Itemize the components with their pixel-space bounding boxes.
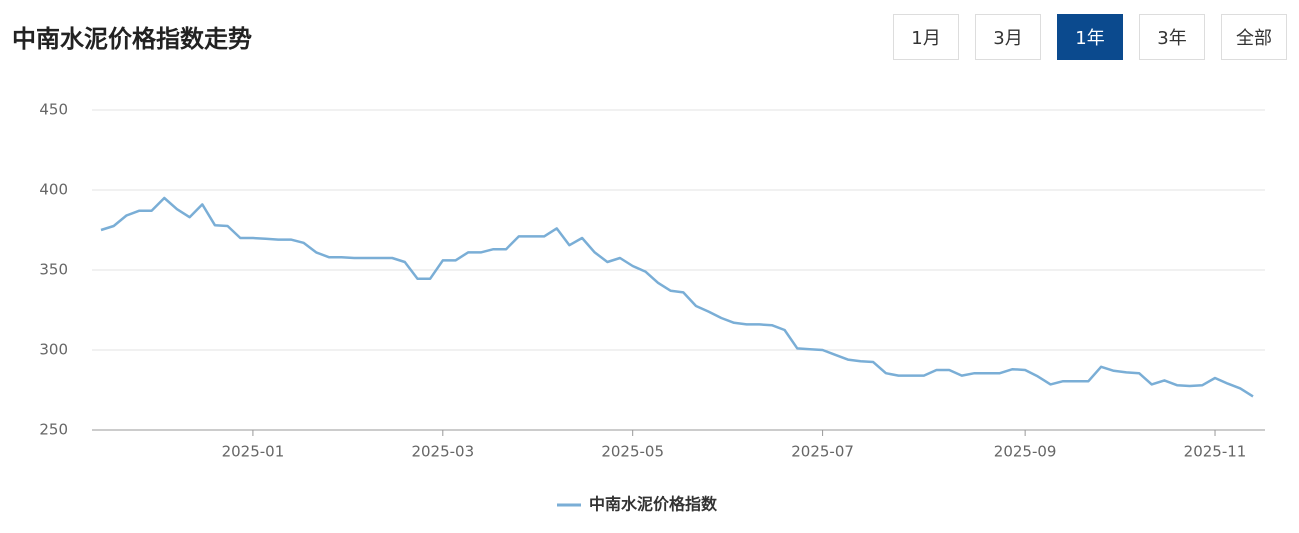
y-tick-label: 350: [39, 261, 68, 279]
x-tick-label: 2025-03: [411, 443, 474, 461]
y-tick-label: 400: [39, 181, 68, 199]
y-tick-label: 250: [39, 421, 68, 439]
range-button[interactable]: 全部: [1221, 14, 1287, 60]
range-button[interactable]: 1年: [1057, 14, 1123, 60]
chart-title: 中南水泥价格指数走势: [12, 25, 252, 53]
x-tick-label: 2025-11: [1184, 443, 1247, 461]
range-button[interactable]: 1月: [893, 14, 959, 60]
range-button[interactable]: 3月: [975, 14, 1041, 60]
x-tick-label: 2025-09: [994, 443, 1057, 461]
y-tick-label: 300: [39, 341, 68, 359]
line-series: [100, 196, 1254, 398]
x-tick-label: 2025-05: [601, 443, 664, 461]
range-button[interactable]: 3年: [1139, 14, 1205, 60]
x-tick-label: 2025-01: [222, 443, 285, 461]
legend-label: 中南水泥价格指数: [589, 495, 718, 514]
y-tick-label: 450: [39, 101, 68, 119]
x-tick-label: 2025-07: [791, 443, 854, 461]
